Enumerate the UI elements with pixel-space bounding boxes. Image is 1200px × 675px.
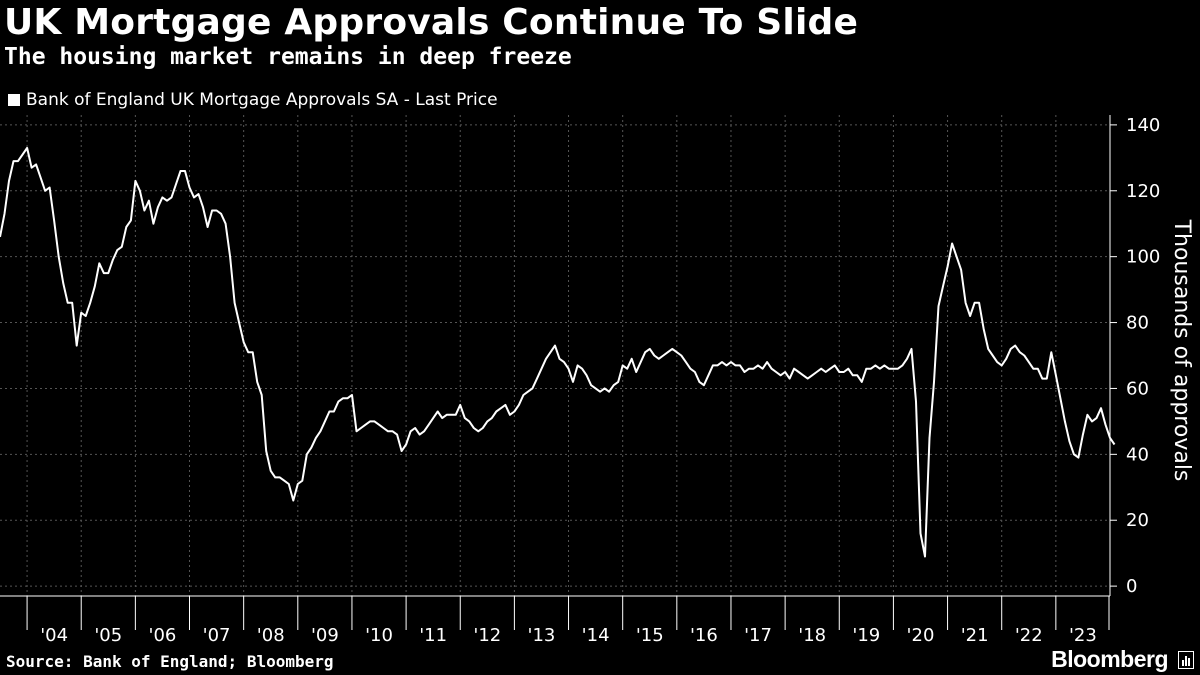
y-axis-label: Thousands of approvals — [1169, 219, 1194, 482]
source-note: Source: Bank of England; Bloomberg — [6, 652, 334, 671]
y-tick-label: 0 — [1126, 576, 1137, 597]
x-tick-label: '11 — [419, 625, 447, 646]
y-tick-label: 100 — [1126, 247, 1160, 268]
y-tick-label: 20 — [1126, 510, 1149, 531]
x-tick-label: '08 — [257, 625, 285, 646]
x-tick-label: '07 — [203, 625, 231, 646]
x-tick-label: '15 — [636, 625, 664, 646]
x-tick-label: '09 — [311, 625, 339, 646]
x-tick-label: '21 — [961, 625, 989, 646]
x-tick-label: '06 — [149, 625, 177, 646]
brand-logo: Bloomberg — [1051, 646, 1168, 672]
x-tick-label: '13 — [528, 625, 556, 646]
x-tick-label: '17 — [744, 625, 772, 646]
y-axis: 0 20 40 60 80 100 120 140 — [1110, 115, 1160, 597]
legend-label: Bank of England UK Mortgage Approvals SA… — [26, 90, 498, 110]
grid — [0, 115, 1110, 596]
y-tick-label: 60 — [1126, 378, 1149, 399]
chart-title: UK Mortgage Approvals Continue To Slide — [4, 2, 859, 43]
y-tick-label: 120 — [1126, 181, 1160, 202]
x-tick-label: '12 — [473, 625, 501, 646]
x-tick-label: '19 — [852, 625, 880, 646]
x-tick-label: '05 — [94, 625, 122, 646]
axes — [0, 115, 1111, 597]
legend-swatch — [8, 94, 20, 106]
y-tick-label: 40 — [1126, 444, 1149, 465]
x-tick-label: '04 — [40, 625, 68, 646]
x-tick-label: '20 — [907, 625, 935, 646]
series-line — [0, 146, 1116, 558]
x-tick-label: '23 — [1069, 625, 1097, 646]
y-tick-label: 140 — [1126, 115, 1160, 136]
x-axis: '04 '05 '06 '07 '08 '09 '10 '11 '12 '13 '14 '15 '16 '… — [26, 596, 1110, 646]
x-tick-label: '14 — [582, 625, 610, 646]
x-tick-label: '22 — [1015, 625, 1043, 646]
series-group — [0, 146, 1116, 558]
x-tick-label: '16 — [690, 625, 718, 646]
y-tick-label: 80 — [1126, 313, 1149, 334]
legend: Bank of England UK Mortgage Approvals SA… — [8, 90, 498, 110]
brand-mark-icon — [1178, 651, 1194, 669]
x-tick-label: '18 — [798, 625, 826, 646]
chart-subtitle: The housing market remains in deep freez… — [4, 44, 572, 70]
x-tick-label: '10 — [365, 625, 393, 646]
